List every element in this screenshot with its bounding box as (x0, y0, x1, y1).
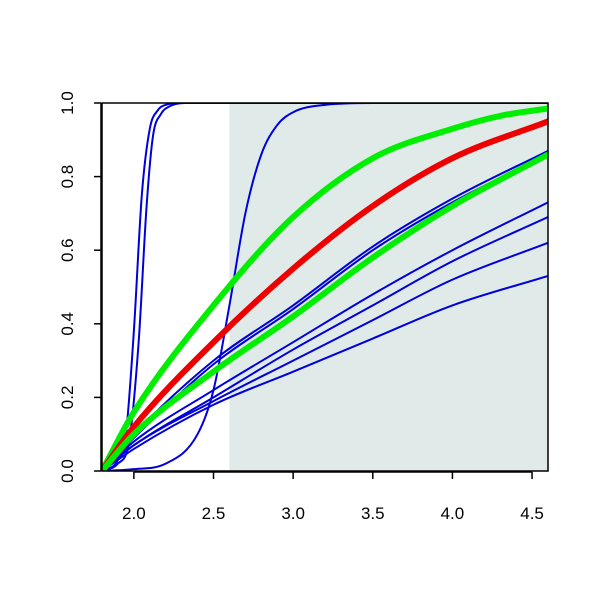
series-line-9 (102, 274, 548, 471)
series-line-11 (102, 118, 548, 471)
axis-layer: 2.0 2.5 3.0 3.5 4.0 4.5 0.0 0.2 0.4 0.6 0.8 1.0 (58, 91, 544, 523)
series-line-10 (102, 105, 548, 471)
x-tick-label-4: 3.5 (361, 504, 385, 523)
x-tick-label-5: 4.0 (441, 504, 465, 523)
frame-layer (101, 102, 549, 472)
series-line-6 (102, 201, 548, 471)
shaded-region (229, 103, 548, 471)
x-tick-label-1: 2.0 (122, 504, 146, 523)
y-tick-label-4: 0.6 (58, 238, 77, 262)
x-tick-label-3: 3.0 (281, 504, 305, 523)
x-tick-label-2: 2.5 (202, 504, 226, 523)
plot-frame (101, 102, 549, 472)
series-line-8 (102, 241, 548, 471)
plot-layer (102, 103, 548, 471)
y-tick-label-6: 1.0 (58, 91, 77, 115)
series-line-12 (102, 151, 548, 471)
background-layer (102, 103, 548, 471)
y-tick-label-2: 0.2 (58, 386, 77, 410)
y-tick-label-5: 0.8 (58, 165, 77, 189)
y-tick-label-1: 0.0 (58, 459, 77, 483)
y-tick-label-3: 0.4 (58, 312, 77, 336)
x-tick-label-6: 4.5 (520, 504, 544, 523)
